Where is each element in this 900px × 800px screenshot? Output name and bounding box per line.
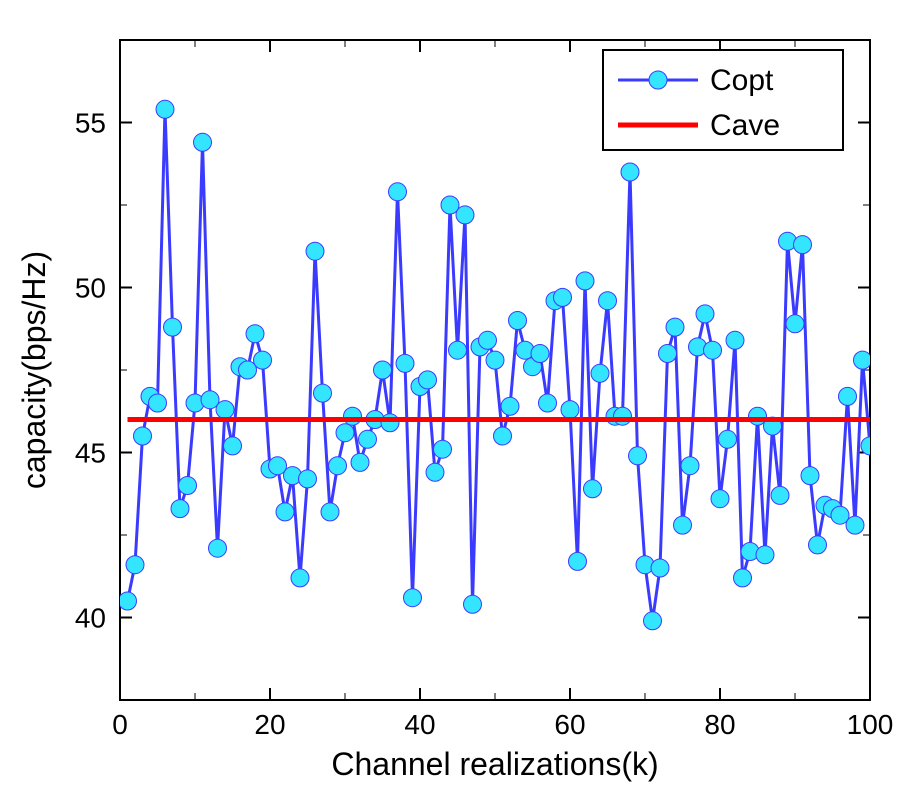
series-copt-marker: [584, 480, 602, 498]
series-copt-marker: [126, 556, 144, 574]
series-copt-marker: [164, 318, 182, 336]
series-copt-marker: [854, 351, 872, 369]
series-copt-marker: [599, 292, 617, 310]
series-copt-marker: [374, 361, 392, 379]
series-copt-marker: [794, 236, 812, 254]
series-copt-marker: [786, 315, 804, 333]
series-copt-marker: [134, 427, 152, 445]
x-tick-label: 100: [847, 709, 894, 740]
x-axis-label: Channel realizations(k): [331, 746, 658, 782]
series-copt-marker: [389, 183, 407, 201]
series-copt-marker: [426, 463, 444, 481]
legend: Copt Cave: [603, 50, 843, 150]
legend-marker-icon: [649, 71, 667, 89]
series-copt-marker: [359, 430, 377, 448]
series-copt-marker: [629, 447, 647, 465]
series-copt-marker: [846, 516, 864, 534]
chart-container: 0 20 40 60 80 100 40 45 50 55 Channel realizations…: [0, 0, 900, 800]
series-copt-marker: [771, 486, 789, 504]
series-copt-marker: [449, 341, 467, 359]
series-copt-marker: [839, 387, 857, 405]
x-tick-label: 20: [254, 709, 285, 740]
series-copt-marker: [314, 384, 332, 402]
series-copt-marker: [479, 331, 497, 349]
series-copt-marker: [119, 592, 137, 610]
series-copt-marker: [381, 414, 399, 432]
series-copt-marker: [704, 341, 722, 359]
series-copt-marker: [809, 536, 827, 554]
series-copt-marker: [501, 397, 519, 415]
series-copt-marker: [539, 394, 557, 412]
series-copt-marker: [531, 345, 549, 363]
series-copt-marker: [299, 470, 317, 488]
series-copt-marker: [216, 401, 234, 419]
series-copt-marker: [486, 351, 504, 369]
series-copt-marker: [344, 407, 362, 425]
series-copt-marker: [576, 272, 594, 290]
series-copt-marker: [306, 242, 324, 260]
series-copt-marker: [696, 305, 714, 323]
series-copt-marker: [156, 100, 174, 118]
series-copt-marker: [396, 354, 414, 372]
series-copt-marker: [591, 364, 609, 382]
y-axis-label: capacity(bps/Hz): [16, 251, 52, 489]
series-copt-marker: [254, 351, 272, 369]
series-copt-marker: [801, 467, 819, 485]
series-copt-marker: [659, 345, 677, 363]
series-copt-marker: [419, 371, 437, 389]
x-tick-label: 40: [404, 709, 435, 740]
x-tick-label: 80: [704, 709, 735, 740]
y-tick-label: 55: [75, 108, 106, 139]
series-copt-marker: [464, 595, 482, 613]
series-copt-marker: [291, 569, 309, 587]
series-copt-marker: [194, 133, 212, 151]
series-copt-marker: [494, 427, 512, 445]
series-copt-marker: [644, 612, 662, 630]
y-tick-label: 50: [75, 273, 106, 304]
series-copt-marker: [621, 163, 639, 181]
legend-label: Cave: [710, 109, 780, 142]
series-copt-marker: [224, 437, 242, 455]
series-copt-marker: [329, 457, 347, 475]
series-copt-marker: [246, 325, 264, 343]
series-copt-marker: [734, 569, 752, 587]
series-copt-marker: [719, 430, 737, 448]
series-copt-marker: [614, 407, 632, 425]
series-copt-marker: [561, 401, 579, 419]
y-tick-label: 40: [75, 603, 106, 634]
series-copt-marker: [179, 477, 197, 495]
series-copt-marker: [276, 503, 294, 521]
series-copt-marker: [569, 552, 587, 570]
series-copt-marker: [404, 589, 422, 607]
series-copt-marker: [209, 539, 227, 557]
series-copt-marker: [726, 331, 744, 349]
x-tick-label: 60: [554, 709, 585, 740]
series-copt-marker: [651, 559, 669, 577]
series-copt-marker: [756, 546, 774, 564]
capacity-chart: 0 20 40 60 80 100 40 45 50 55 Channel realizations…: [0, 0, 900, 800]
y-tick-label: 45: [75, 438, 106, 469]
series-copt-marker: [434, 440, 452, 458]
x-tick-label: 0: [112, 709, 128, 740]
series-copt-marker: [321, 503, 339, 521]
series-copt-marker: [171, 500, 189, 518]
series-copt-marker: [711, 490, 729, 508]
series-copt-marker: [674, 516, 692, 534]
series-copt-marker: [554, 288, 572, 306]
series-copt-marker: [509, 312, 527, 330]
series-copt-marker: [456, 206, 474, 224]
series-copt-marker: [149, 394, 167, 412]
legend-label: Copt: [710, 64, 774, 97]
series-copt-marker: [336, 424, 354, 442]
series-copt-marker: [351, 453, 369, 471]
series-copt-marker: [681, 457, 699, 475]
series-copt-marker: [666, 318, 684, 336]
